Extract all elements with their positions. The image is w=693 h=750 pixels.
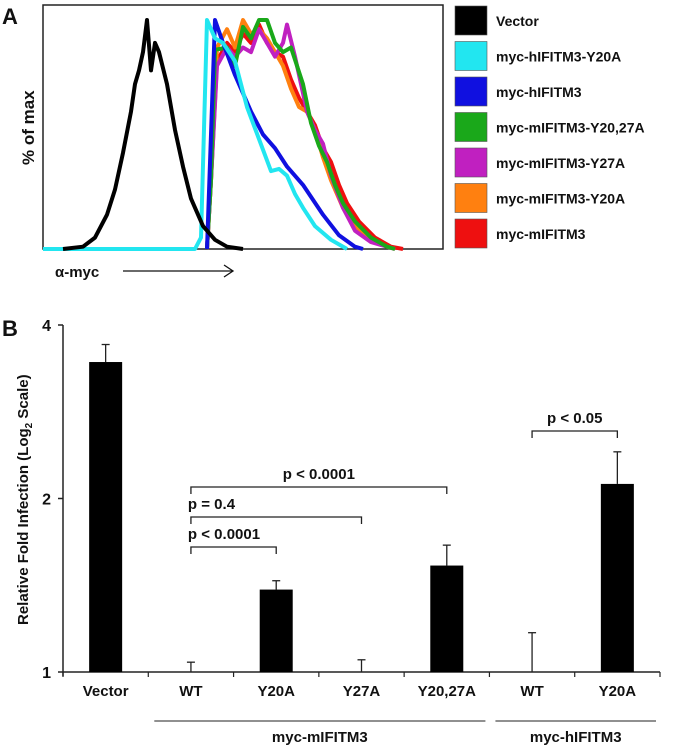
histogram-line-2 (205, 18, 364, 251)
legend-swatch-2 (454, 76, 488, 107)
significance-bracket (531, 430, 619, 438)
p-value-label: p = 0.4 (188, 496, 236, 513)
legend-swatch-3 (454, 112, 488, 142)
bar-0 (89, 362, 123, 672)
p-value-label: p < 0.0001 (188, 526, 260, 543)
panel-label-b: B (2, 316, 18, 341)
significance-bracket (190, 516, 363, 524)
bar-4 (430, 565, 464, 672)
legend-label-4: myc-mIFITM3-Y27A (496, 155, 625, 171)
plot-frame (42, 4, 444, 250)
x-tick-label: WT (520, 683, 543, 700)
arrow-head-icon (223, 264, 235, 278)
y-tick-label: 2 (42, 492, 51, 509)
significance-bracket (190, 546, 277, 554)
group-label: myc-hIFITM3 (530, 729, 622, 746)
y-axis-label-end: Scale) (15, 374, 32, 422)
histogram-panel: % of max α-myc (19, 4, 444, 281)
group-label: myc-mIFITM3 (272, 729, 368, 746)
x-tick-label: Vector (83, 683, 129, 700)
legend-label-0: Vector (496, 13, 539, 29)
x-tick-label: Y20A (599, 683, 637, 700)
y-tick-label: 1 (42, 665, 51, 682)
histogram-line-1 (43, 18, 348, 251)
bar-chart-panel: 1 2 4 Vector WT Y20A Y27A Y20,27A WT Y20A myc-mIFI… (15, 318, 661, 746)
x-tick-label: Y20A (257, 683, 295, 700)
bar-6 (600, 483, 634, 672)
y-tick-label: 4 (42, 318, 51, 335)
legend-swatch-0 (454, 5, 488, 36)
legend-swatch-4 (454, 147, 488, 178)
x-axis-label: α-myc (55, 264, 99, 281)
panel-label-a: A (2, 4, 18, 29)
legend-label-1: myc-hIFITM3-Y20A (496, 49, 621, 65)
x-tick-label: Y27A (343, 683, 381, 700)
y-axis-label-main: Relative Fold Infection (Log (15, 428, 32, 625)
legend: Vector myc-hIFITM3-Y20A myc-hIFITM3 myc-mIF… (454, 5, 645, 249)
histogram-line-6 (205, 22, 404, 251)
x-tick-label: WT (179, 683, 202, 700)
bar-2 (259, 589, 293, 672)
legend-label-3: myc-mIFITM3-Y20,27A (496, 120, 645, 136)
legend-label-2: myc-hIFITM3 (496, 84, 582, 100)
legend-swatch-5 (454, 183, 488, 213)
legend-swatch-6 (454, 218, 488, 249)
legend-label-5: myc-mIFITM3-Y20A (496, 191, 625, 207)
y-axis-label: % of max (19, 90, 38, 165)
legend-label-6: myc-mIFITM3 (496, 226, 586, 242)
x-tick-label: Y20,27A (418, 683, 477, 700)
significance-bracket (190, 486, 448, 494)
p-value-label: p < 0.0001 (283, 466, 355, 483)
legend-swatch-1 (454, 41, 488, 71)
p-value-label: p < 0.05 (547, 410, 602, 427)
y-axis-label: Relative Fold Infection (Log2 Scale) (15, 374, 35, 625)
y-axis-label-subscript: 2 (24, 422, 35, 428)
histogram-line-0 (62, 18, 244, 251)
